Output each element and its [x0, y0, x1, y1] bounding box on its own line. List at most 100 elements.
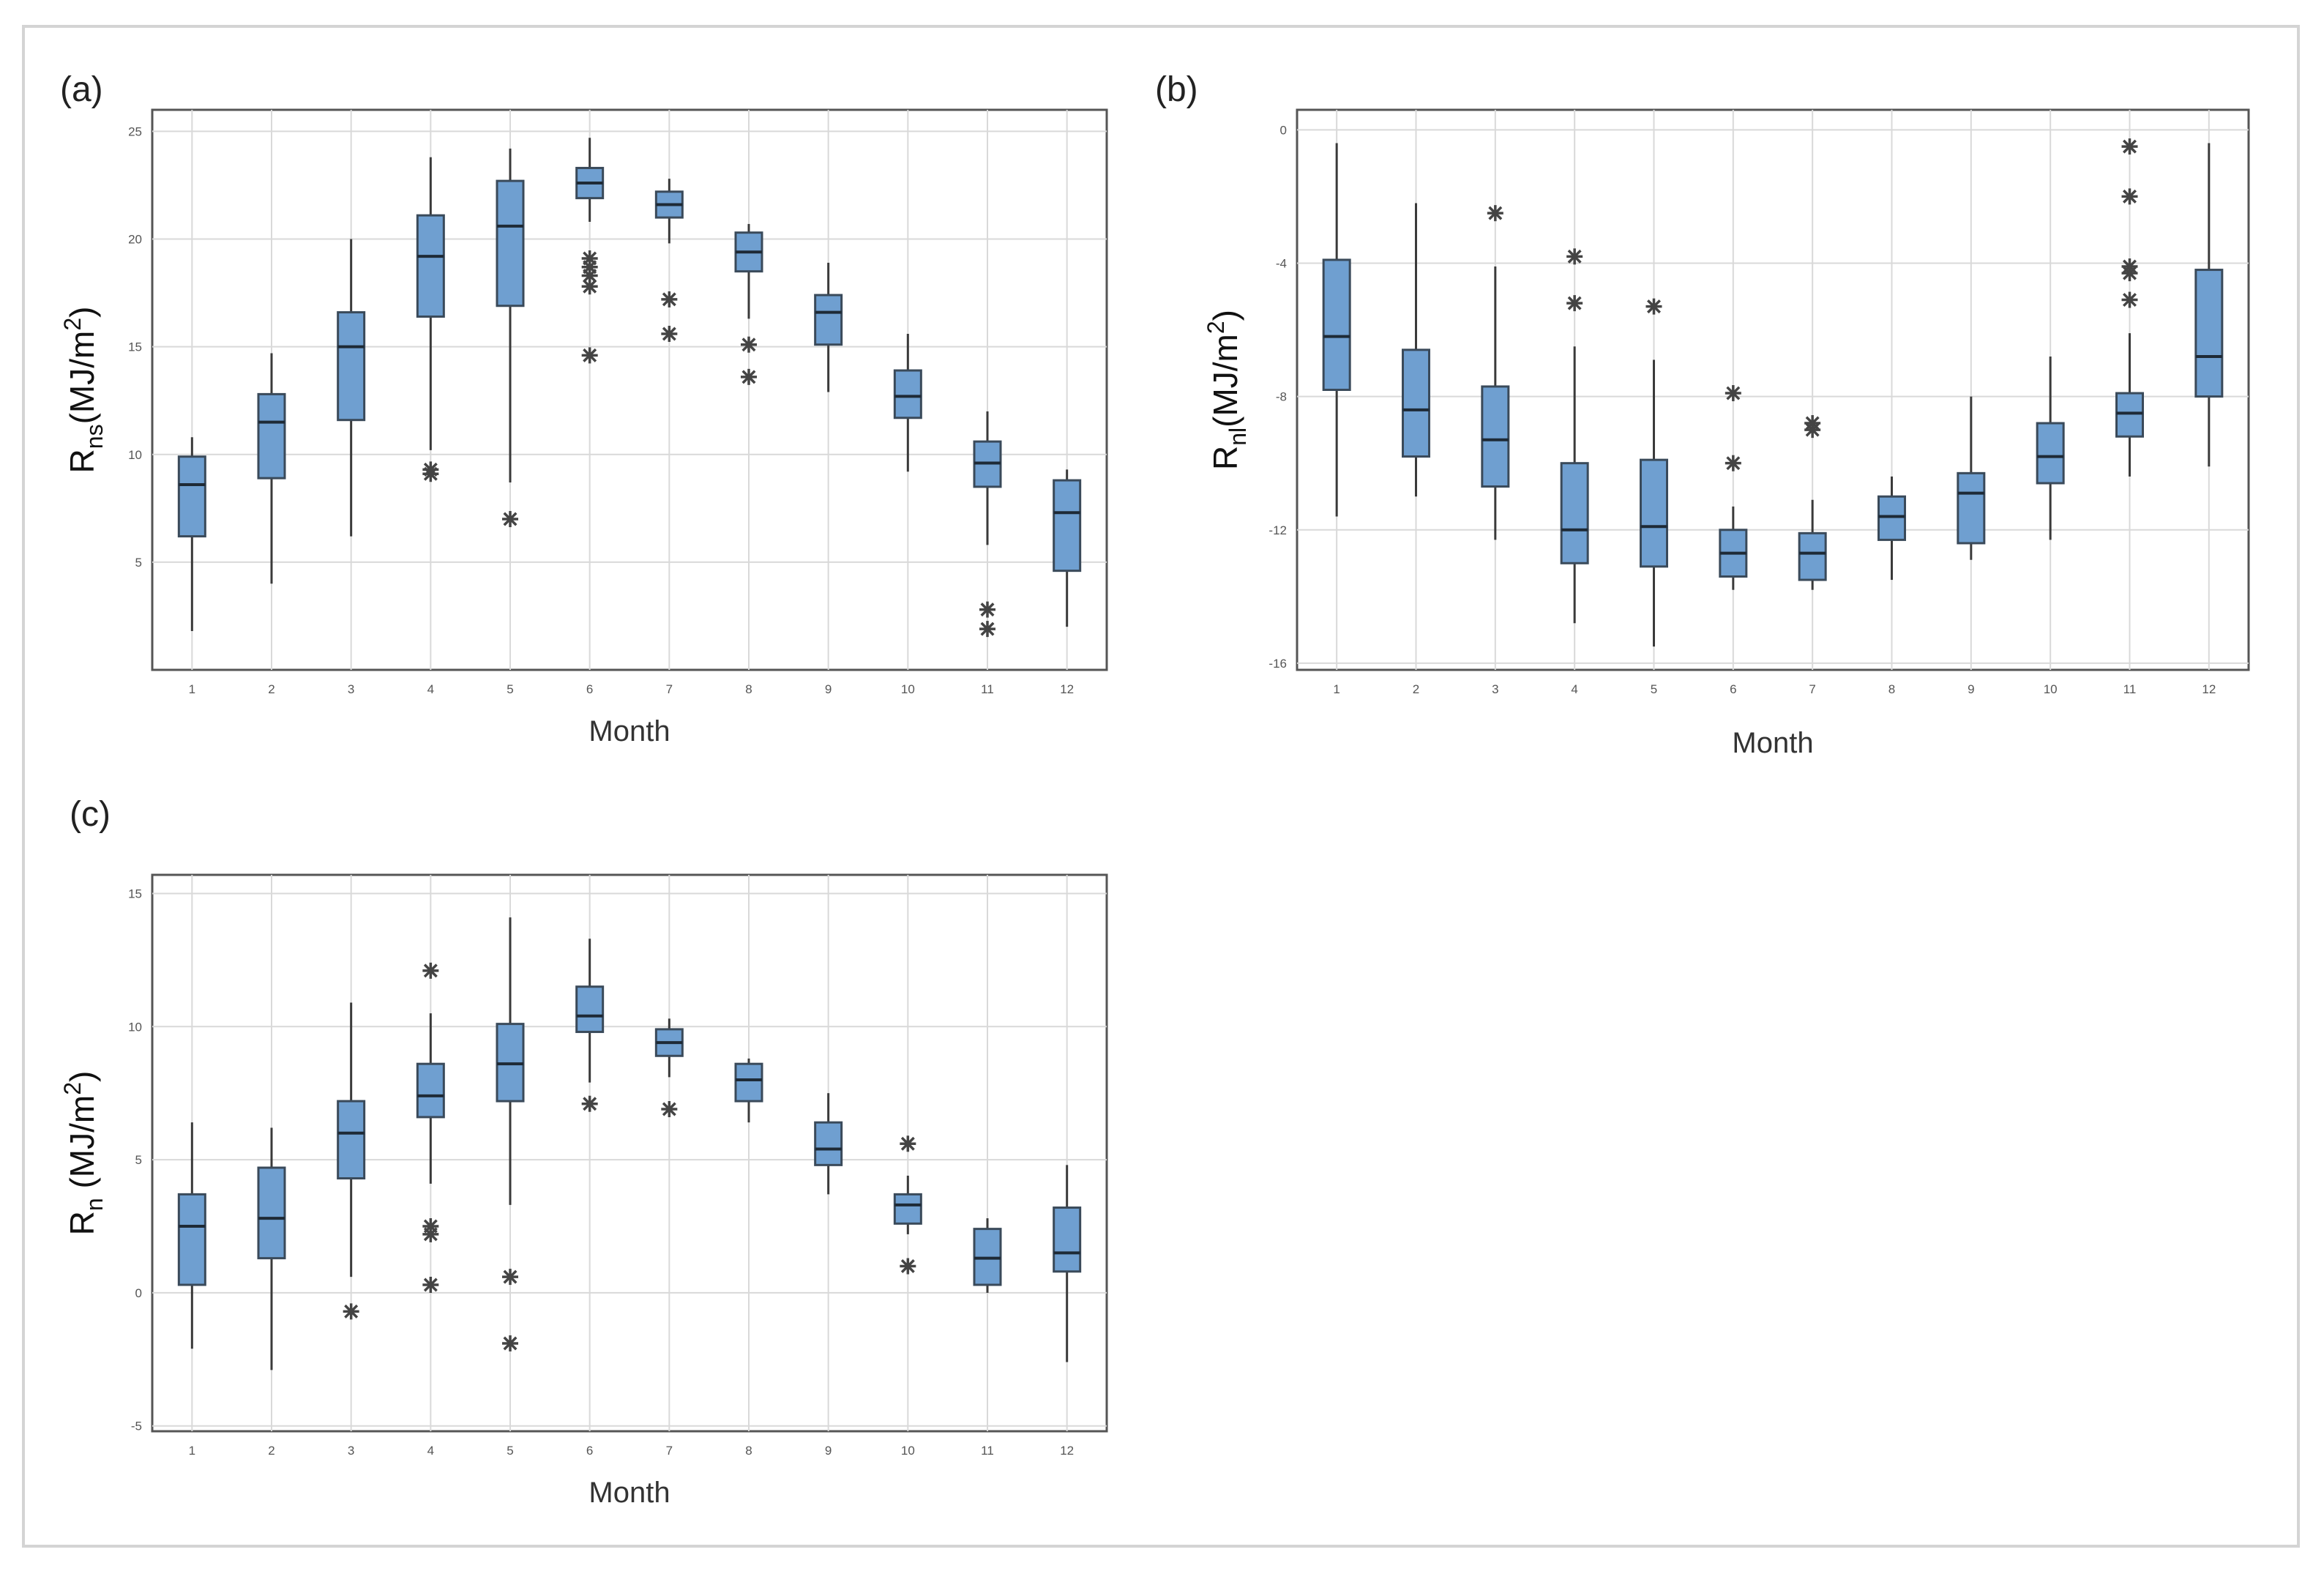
- box-month-6: [575, 939, 605, 1112]
- x-tick-label: 10: [2044, 682, 2058, 696]
- y-tick-label: 0: [1280, 123, 1287, 137]
- box-month-9: [814, 262, 843, 392]
- outlier-marker: [502, 1335, 518, 1351]
- y-tick-label: 5: [135, 556, 142, 570]
- x-tick-label: 4: [427, 1444, 434, 1458]
- box-month-10: [893, 1135, 922, 1275]
- iqr-box: [337, 1100, 366, 1180]
- box-month-12: [1053, 469, 1082, 627]
- box-month-8: [734, 1058, 763, 1123]
- plot-area: [151, 873, 1108, 1433]
- y-tick-label: -8: [1276, 390, 1287, 404]
- x-tick-label: 9: [825, 682, 832, 696]
- x-tick-label: 5: [507, 682, 513, 696]
- box-month-11: [973, 1218, 1002, 1293]
- iqr-box: [1640, 458, 1668, 568]
- iqr-box: [1798, 531, 1827, 581]
- outlier-marker: [581, 347, 598, 364]
- outlier-marker: [2121, 188, 2138, 205]
- box-month-9: [814, 1093, 843, 1195]
- panel-label: (b): [1155, 70, 1198, 109]
- outlier-marker: [343, 1303, 359, 1320]
- x-tick-label: 6: [586, 682, 593, 696]
- iqr-box: [1560, 462, 1589, 564]
- x-tick-label: 2: [1413, 682, 1419, 696]
- outlier-marker: [422, 1226, 439, 1242]
- box-month-3: [337, 239, 366, 537]
- x-axis-label: Month: [589, 1477, 670, 1509]
- iqr-box: [893, 1193, 922, 1225]
- iqr-box: [1877, 495, 1906, 541]
- iqr-box: [1957, 471, 1986, 545]
- box-month-11: [2115, 138, 2144, 477]
- box-month-7: [1798, 415, 1827, 590]
- iqr-box: [337, 311, 366, 422]
- outlier-marker: [502, 511, 518, 528]
- box-month-4: [416, 157, 445, 482]
- y-axis-label: Rns(MJ/m2): [59, 307, 108, 474]
- x-tick-label: 7: [1809, 682, 1815, 696]
- box-month-1: [1322, 143, 1351, 517]
- box-month-10: [2036, 356, 2065, 540]
- panel-b: -16-12-8-401 2 3 4 5 6 7 8 9 10 11 12(b)MonthRnl(MJ…: [1155, 70, 2250, 759]
- iqr-box: [2036, 422, 2065, 485]
- x-tick-label: 5: [1651, 682, 1657, 696]
- plot-area: [1296, 108, 2250, 671]
- outlier-marker: [1645, 298, 1662, 315]
- y-tick-label: -5: [131, 1420, 142, 1433]
- box-month-6: [1719, 385, 1748, 590]
- box-month-2: [1402, 203, 1430, 497]
- x-tick-label: 10: [901, 682, 915, 696]
- iqr-box: [1481, 385, 1510, 488]
- y-tick-label: 25: [128, 124, 142, 138]
- box-month-1: [177, 1122, 206, 1349]
- x-tick-label: 3: [348, 1444, 354, 1458]
- x-tick-label: 4: [1571, 682, 1577, 696]
- iqr-box: [814, 1121, 843, 1166]
- x-tick-label: 8: [745, 1444, 752, 1458]
- box-month-2: [257, 1127, 286, 1370]
- outlier-marker: [422, 461, 439, 478]
- box-month-10: [893, 334, 922, 472]
- box-month-3: [337, 1002, 366, 1320]
- outlier-marker: [1566, 248, 1583, 265]
- iqr-box: [496, 179, 525, 307]
- box-month-12: [2194, 143, 2224, 467]
- outlier-marker: [422, 962, 439, 979]
- outlier-marker: [2121, 138, 2138, 155]
- outlier-marker: [1566, 295, 1583, 312]
- outlier-marker: [900, 1258, 916, 1275]
- iqr-box: [2115, 392, 2144, 438]
- outlier-marker: [979, 601, 995, 618]
- y-tick-label: 10: [128, 448, 142, 462]
- iqr-box: [1053, 1206, 1082, 1273]
- iqr-box: [257, 1166, 286, 1260]
- x-tick-label: 1: [1333, 682, 1340, 696]
- y-axis-label: Rnl(MJ/m2): [1203, 310, 1251, 470]
- x-tick-label: 10: [901, 1444, 915, 1458]
- box-month-12: [1053, 1165, 1082, 1362]
- x-tick-label: 4: [427, 682, 434, 696]
- iqr-box: [177, 455, 206, 538]
- box-month-5: [496, 917, 525, 1351]
- iqr-box: [893, 369, 922, 419]
- x-tick-label: 11: [2123, 682, 2137, 696]
- outlier-marker: [1725, 455, 1741, 471]
- x-axis-label: Month: [1732, 727, 1813, 759]
- y-tick-label: 20: [128, 233, 142, 247]
- x-tick-label: 6: [586, 1444, 593, 1458]
- outlier-marker: [581, 278, 598, 295]
- x-tick-label: 12: [2202, 682, 2216, 696]
- box-month-2: [257, 353, 286, 584]
- x-tick-label: 7: [666, 1444, 673, 1458]
- outlier-marker: [741, 336, 757, 353]
- outlier-marker: [661, 291, 678, 307]
- x-tick-label: 9: [825, 1444, 832, 1458]
- x-tick-label: 1: [189, 682, 195, 696]
- y-tick-label: -4: [1276, 256, 1287, 270]
- box-month-4: [416, 962, 445, 1293]
- outlier-marker: [2121, 291, 2138, 308]
- outlier-marker: [502, 1269, 518, 1286]
- plot-area: [151, 108, 1108, 671]
